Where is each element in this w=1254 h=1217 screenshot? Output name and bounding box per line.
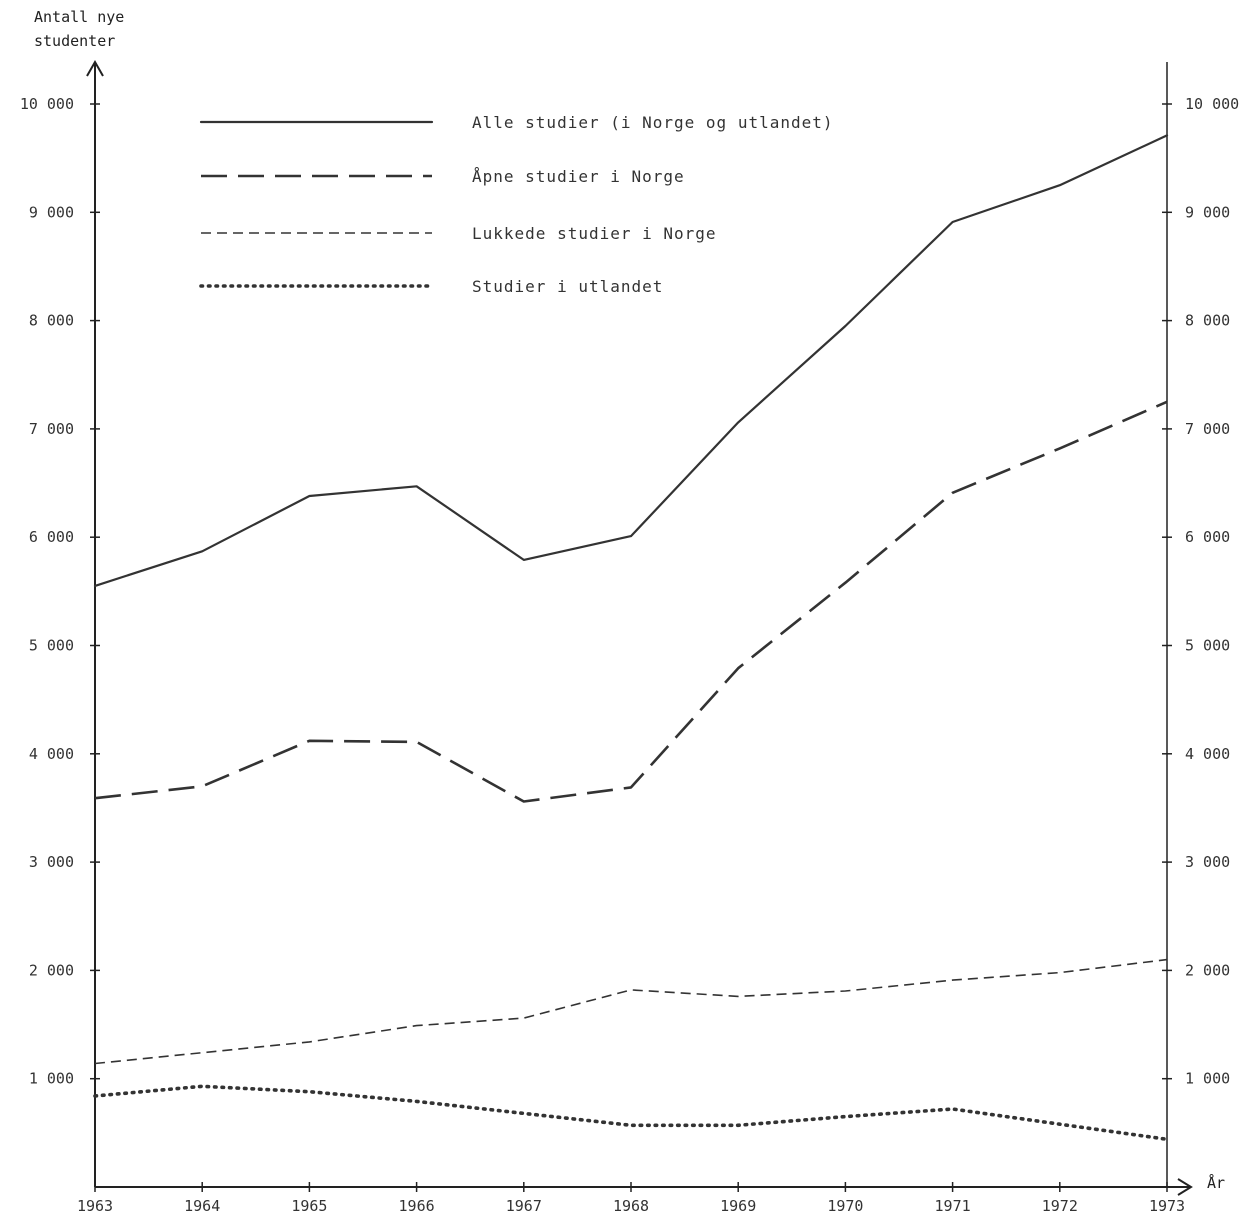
y-tick-label-left: 8 000 — [29, 312, 74, 330]
x-tick-label: 1968 — [613, 1197, 649, 1215]
y-tick-label-right: 3 000 — [1185, 853, 1230, 871]
y-tick-label-right: 6 000 — [1185, 528, 1230, 546]
series-line-3 — [94, 958, 1168, 1065]
y-tick-label-right: 5 000 — [1185, 637, 1230, 655]
x-tick-label: 1965 — [291, 1197, 327, 1215]
y-axis-arrow — [86, 59, 104, 77]
axes — [86, 59, 1193, 1196]
y-tick-label-left: 1 000 — [29, 1070, 74, 1088]
legend-label-2: Åpne studier i Norge — [472, 167, 685, 186]
series-lines — [93, 134, 1169, 1142]
x-tick-label: 1973 — [1149, 1197, 1185, 1215]
y-axis-title-line2: studenter — [34, 32, 115, 50]
y-tick-label-left: 2 000 — [29, 961, 74, 979]
legend-label-1: Alle studier (i Norge og utlandet) — [472, 113, 834, 132]
x-axis-title: År — [1207, 1173, 1225, 1192]
y-tick-label-right: 9 000 — [1185, 203, 1230, 221]
series-line-2 — [94, 400, 1168, 803]
y-tick-label-left: 6 000 — [29, 528, 74, 546]
series-line-1 — [93, 134, 1169, 588]
series-line-4 — [93, 1084, 1169, 1142]
x-tick-label: 1971 — [935, 1197, 971, 1215]
y-tick-label-right: 8 000 — [1185, 312, 1230, 330]
y-axis-title-line1: Antall nye — [34, 8, 124, 26]
y-tick-label-right: 1 000 — [1185, 1070, 1230, 1088]
x-tick-label: 1966 — [399, 1197, 435, 1215]
y-tick-label-left: 9 000 — [29, 203, 74, 221]
y-tick-label-left: 3 000 — [29, 853, 74, 871]
y-tick-label-right: 4 000 — [1185, 745, 1230, 763]
y-tick-label-right: 7 000 — [1185, 420, 1230, 438]
y-tick-label-right: 2 000 — [1185, 961, 1230, 979]
y-tick-label-left: 10 000 — [20, 95, 74, 113]
y-tick-label-left: 4 000 — [29, 745, 74, 763]
legend-label-3: Lukkede studier i Norge — [472, 224, 717, 243]
x-tick-label: 1967 — [506, 1197, 542, 1215]
y-tick-label-left: 7 000 — [29, 420, 74, 438]
x-tick-label: 1972 — [1042, 1197, 1078, 1215]
x-tick-label: 1969 — [720, 1197, 756, 1215]
y-tick-label-left: 5 000 — [29, 637, 74, 655]
x-tick-label: 1964 — [184, 1197, 220, 1215]
ticks: 1 000 1 000 2 000 2 000 3 000 3 000 4 000 4 000… — [20, 95, 1239, 1215]
x-axis-arrow — [1177, 1178, 1193, 1196]
x-tick-label: 1963 — [77, 1197, 113, 1215]
legend-label-4: Studier i utlandet — [472, 277, 663, 296]
x-tick-label: 1970 — [827, 1197, 863, 1215]
y-tick-label-right: 10 000 — [1185, 95, 1239, 113]
legend: Alle studier (i Norge og utlandet) Åpne s… — [199, 113, 834, 296]
